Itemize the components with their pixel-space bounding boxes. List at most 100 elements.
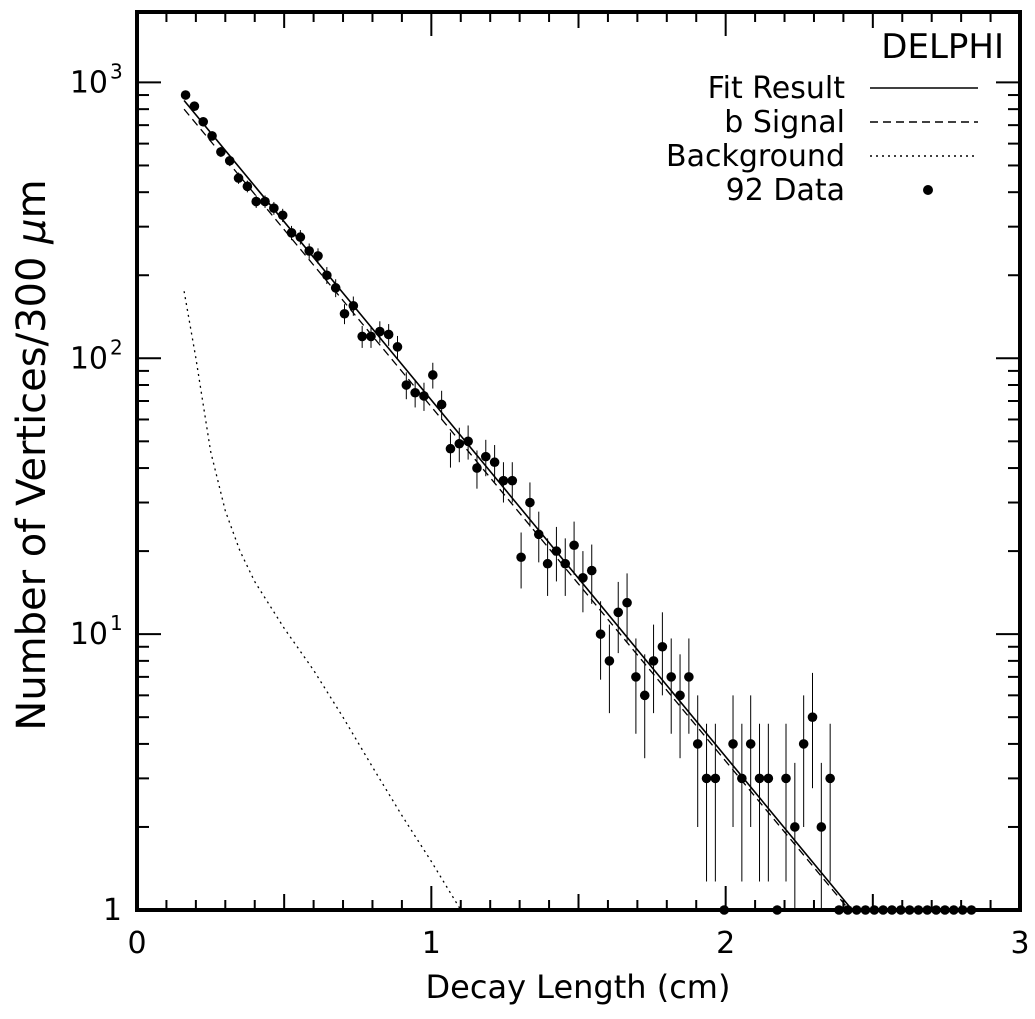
y-tick-exponent: 2	[110, 335, 123, 359]
data-point	[392, 342, 403, 352]
data-point	[737, 773, 747, 784]
data-point	[322, 270, 332, 281]
data-point	[463, 436, 473, 447]
legend-marker	[923, 185, 933, 195]
y-axis-title-prefix: Number of Vertices/300	[9, 244, 55, 731]
x-tick-label: 0	[127, 926, 146, 961]
data-point	[622, 597, 632, 608]
data-point	[781, 773, 791, 784]
solid-curve	[183, 99, 853, 911]
data-point	[419, 391, 429, 401]
data-point	[366, 331, 376, 342]
data-points-layer	[180, 90, 977, 915]
y-axis-title: Number of Vertices/300 μm	[9, 179, 55, 730]
data-point	[348, 300, 359, 311]
y-tick-label: 10	[70, 617, 108, 652]
legend-label: Fit Result	[708, 71, 846, 106]
y-tick-exponent: 3	[110, 59, 123, 83]
data-point	[242, 181, 253, 192]
data-point	[763, 773, 774, 784]
data-point	[825, 773, 835, 784]
data-point	[295, 232, 306, 242]
series-layer	[183, 99, 853, 911]
data-point	[383, 329, 394, 340]
data-point	[224, 155, 235, 166]
data-point	[330, 283, 341, 293]
x-axis-title: Decay Length (cm)	[426, 968, 731, 1006]
data-point	[180, 90, 191, 100]
data-point	[613, 607, 624, 618]
y-tick-exponent: 1	[110, 611, 123, 635]
data-point	[533, 529, 544, 540]
data-point	[189, 101, 200, 111]
data-point	[595, 629, 606, 639]
data-point	[631, 672, 641, 682]
data-point	[639, 690, 650, 701]
dotted-curve	[183, 291, 462, 911]
data-point	[569, 540, 579, 551]
data-point	[684, 672, 694, 682]
data-point	[198, 116, 209, 127]
data-point	[701, 773, 712, 784]
data-point	[790, 822, 800, 832]
data-point	[586, 565, 597, 576]
data-point	[560, 558, 571, 569]
data-point	[436, 399, 447, 410]
data-point	[207, 131, 217, 141]
data-point	[498, 475, 509, 486]
y-tick-base: 10	[70, 65, 108, 100]
data-point	[728, 739, 738, 749]
y-tick-label: 1	[103, 893, 122, 928]
data-point	[551, 546, 562, 556]
data-point	[542, 558, 553, 569]
data-point	[339, 308, 350, 319]
data-point	[401, 380, 412, 390]
data-point	[666, 672, 677, 682]
data-point	[648, 656, 659, 666]
data-point	[313, 251, 323, 261]
data-point	[692, 739, 703, 749]
data-point	[445, 443, 456, 454]
y-tick-label: 10	[70, 341, 108, 376]
data-point	[260, 196, 270, 207]
data-point	[807, 712, 818, 722]
data-point	[489, 457, 500, 468]
data-point	[675, 690, 685, 701]
data-point	[525, 497, 535, 508]
data-point	[375, 326, 385, 337]
data-point	[454, 438, 465, 449]
data-point	[304, 246, 314, 256]
data-point	[251, 196, 262, 207]
data-point	[745, 739, 756, 749]
data-point	[277, 210, 288, 221]
legend-label: b Signal	[724, 105, 845, 140]
data-point	[410, 387, 420, 398]
x-tick-label: 1	[422, 926, 441, 961]
data-point	[357, 331, 367, 342]
y-axis-title-mu: μ	[9, 218, 55, 244]
data-point	[710, 773, 721, 784]
data-point	[269, 203, 279, 213]
data-point	[657, 641, 668, 652]
data-point	[604, 656, 615, 666]
data-point	[216, 147, 226, 157]
legend-label: 92 Data	[726, 173, 845, 208]
data-point	[428, 370, 438, 380]
y-tick-base: 10	[70, 341, 108, 376]
dashed-curve	[183, 108, 850, 911]
chart-title: DELPHI	[881, 27, 1004, 67]
legend-label: Background	[666, 139, 845, 174]
data-point	[286, 228, 297, 238]
data-point	[233, 173, 244, 183]
y-tick-label: 10	[70, 65, 108, 100]
x-tick-label: 2	[716, 926, 735, 961]
y-tick-base: 10	[70, 617, 108, 652]
ticks-layer	[136, 12, 1021, 911]
y-axis-title-unit: m	[9, 179, 55, 218]
data-point	[578, 573, 588, 583]
x-tick-label: 3	[1010, 926, 1029, 961]
